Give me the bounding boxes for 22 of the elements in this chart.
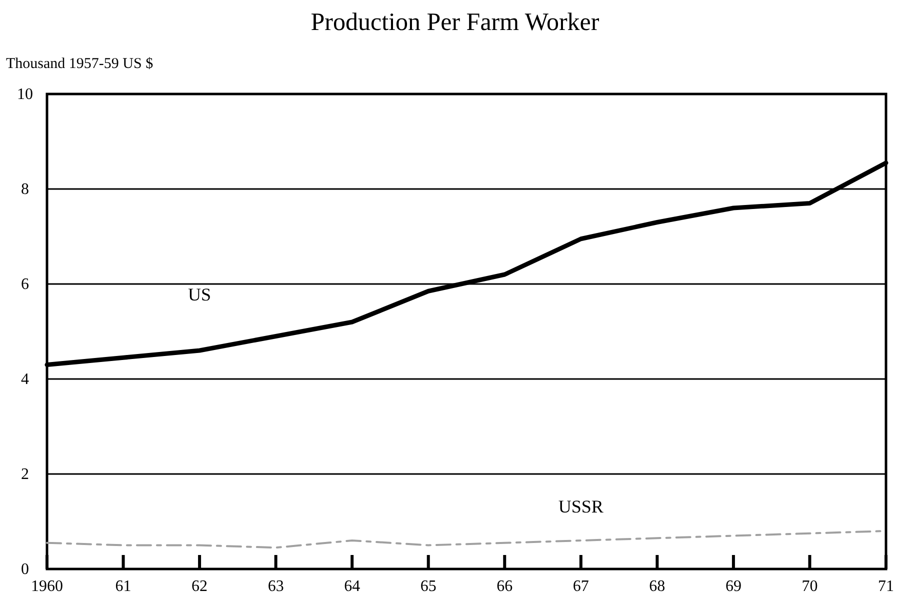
series-label: USSR — [558, 496, 604, 516]
x-tick-label: 68 — [649, 578, 666, 595]
x-tick-label: 64 — [344, 578, 360, 595]
y-tick-label: 0 — [21, 561, 29, 578]
x-tick-label: 66 — [496, 578, 513, 595]
x-tick-label: 71 — [878, 578, 894, 595]
x-tick-label: 69 — [725, 578, 742, 595]
x-tick-label: 67 — [572, 578, 589, 595]
x-tick-label: 65 — [420, 578, 436, 595]
x-tick-label: 62 — [192, 578, 208, 595]
x-tick-label: 1960 — [31, 578, 63, 595]
y-tick-label: 4 — [21, 371, 29, 388]
y-tick-label: 8 — [21, 181, 29, 198]
x-tick-label: 61 — [115, 578, 132, 595]
text: US — [188, 284, 212, 304]
x-tick-label: 63 — [268, 578, 284, 595]
y-tick-label: 10 — [17, 86, 33, 103]
y-tick-label: 2 — [21, 466, 29, 483]
y-tick-label: 6 — [21, 276, 29, 293]
y-axis-title: Thousand 1957-59 US $ — [6, 56, 154, 72]
chart-title: Production Per Farm Worker — [310, 9, 600, 36]
x-tick-label: 70 — [802, 578, 818, 595]
